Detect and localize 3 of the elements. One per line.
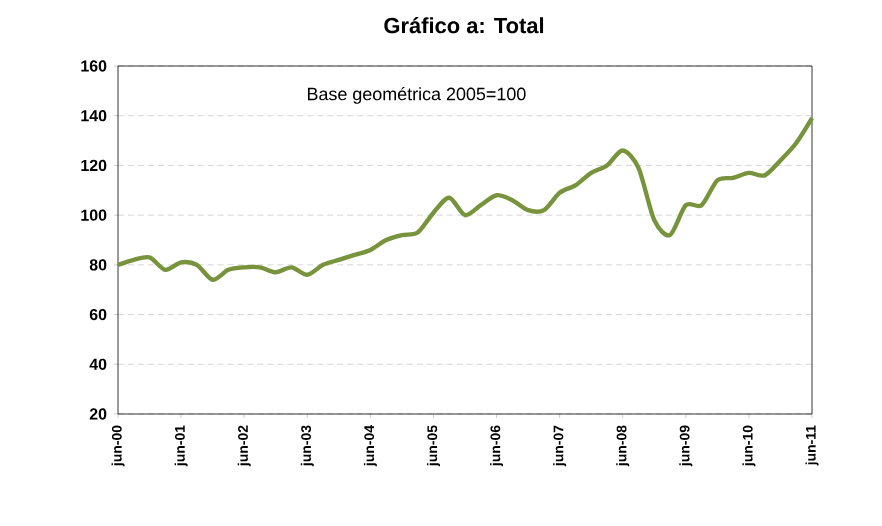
- chart-title: Gráfico a: Total: [384, 17, 544, 34]
- line-series: [115, 116, 815, 282]
- annotation: Base geométrica 2005=100: [307, 86, 526, 104]
